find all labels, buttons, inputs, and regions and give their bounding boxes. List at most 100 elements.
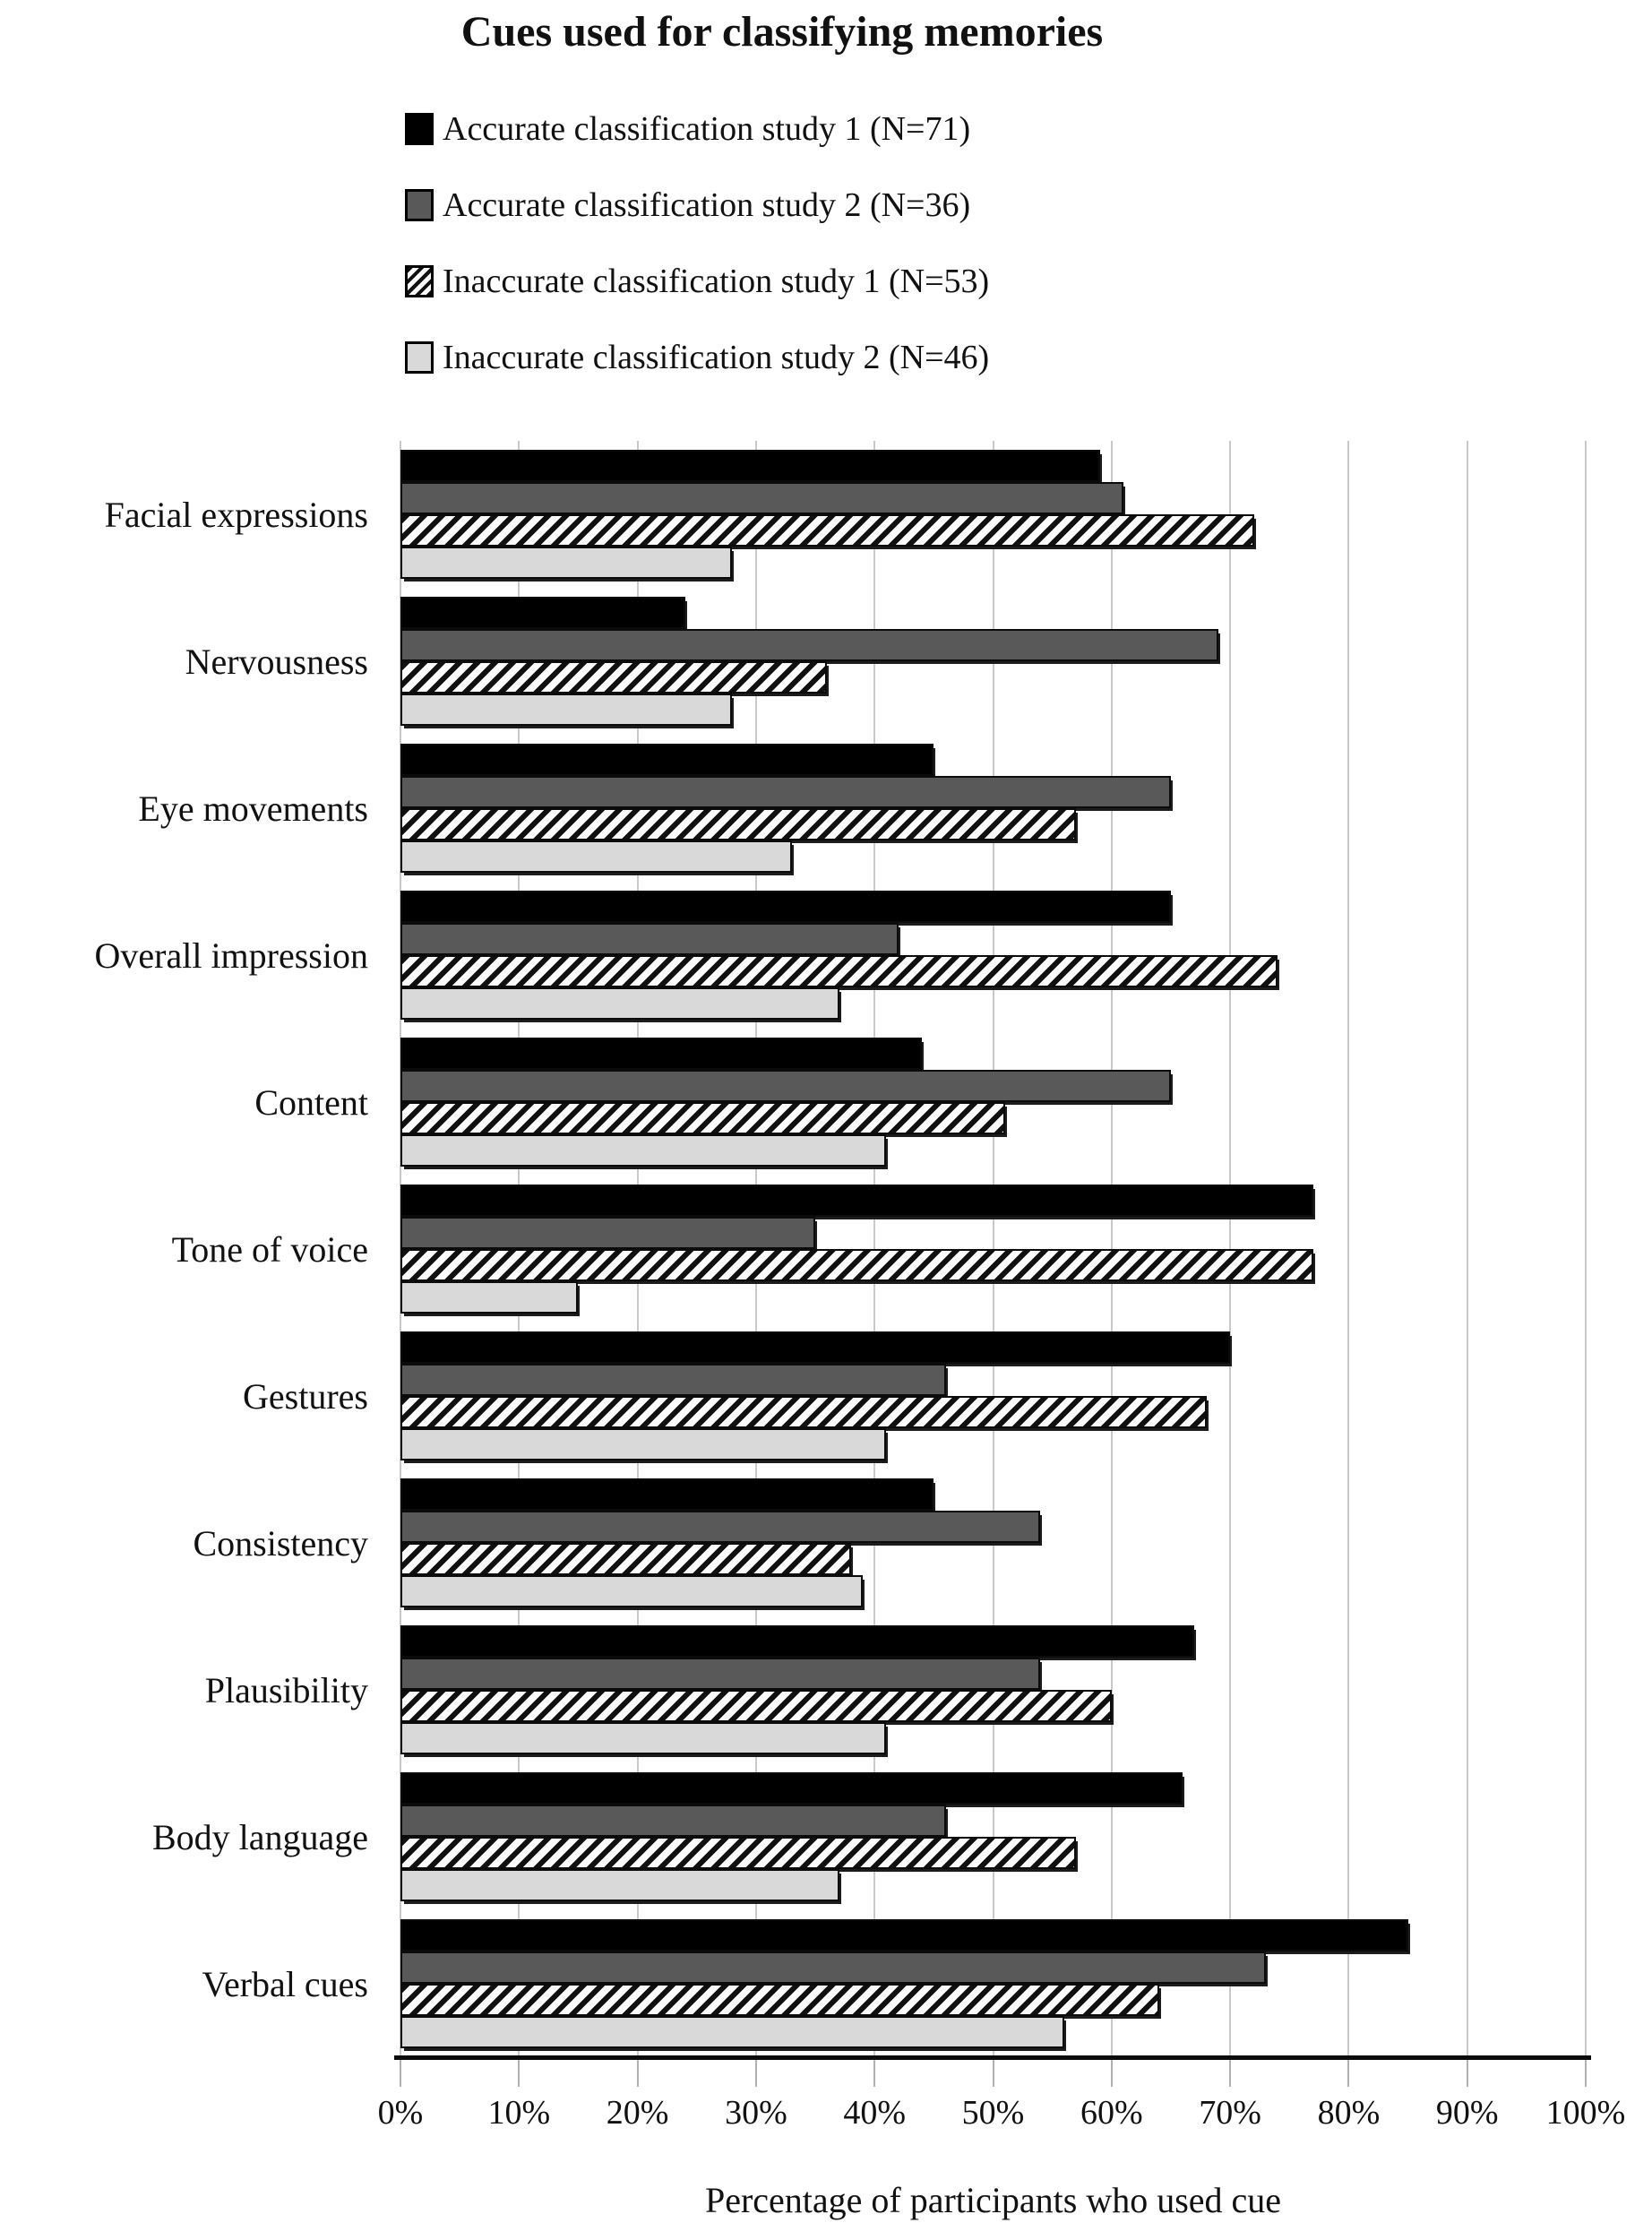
category-label: Tone of voice (171, 1228, 368, 1270)
x-tick-label-100%: 100% (1545, 2094, 1626, 2132)
category-label: Gestures (243, 1375, 368, 1417)
x-tick-50% (992, 2060, 994, 2087)
bar-series-4 (400, 1134, 887, 1167)
x-tick-labels: 0% 10% 20% 30% 40% 50% 60% 70% 80% 90% 100% (378, 2093, 1626, 2141)
bar-group-11 (400, 1910, 1586, 2057)
x-tick-label-10%: 10% (487, 2094, 551, 2132)
bar-group-5 (400, 1029, 1586, 1176)
bar-group-4 (400, 882, 1586, 1029)
x-tick-20% (636, 2060, 639, 2087)
category-label: Content (254, 1081, 368, 1123)
bar-series-4 (400, 840, 792, 873)
bar-series-2 (400, 1364, 946, 1396)
bar-series-3 (400, 1837, 1077, 1869)
bar-group-9 (400, 1616, 1586, 1763)
bar-series-2 (400, 1658, 1041, 1690)
bar-series-3 (400, 1690, 1112, 1722)
legend-swatch-1 (405, 113, 434, 145)
x-axis-line (394, 2055, 1591, 2060)
plot-area (400, 441, 1587, 2057)
bar-series-1 (400, 1625, 1195, 1658)
bar-rows (400, 441, 1586, 2057)
legend-item-2: Accurate classification study 2 (N=36) (405, 182, 989, 228)
bar-group-2 (400, 588, 1586, 735)
category-label: Overall impression (94, 935, 369, 976)
bar-series-3 (400, 1984, 1159, 2016)
category-label: Eye movements (138, 788, 368, 829)
x-tick-label-50%: 50% (961, 2094, 1025, 2132)
x-axis-ticks (400, 2060, 1587, 2089)
bar-series-1 (400, 1919, 1408, 1951)
bar-series-2 (400, 482, 1124, 514)
x-tick-label-0%: 0% (377, 2094, 424, 2132)
bar-series-1 (400, 1772, 1183, 1805)
category-label: Verbal cues (202, 1963, 368, 2004)
x-axis-title: Percentage of participants who used cue (704, 2180, 1282, 2220)
bar-series-4 (400, 987, 839, 1020)
legend-label-3: Inaccurate classification study 1 (N=53) (443, 263, 990, 300)
bar-series-2 (400, 1217, 816, 1249)
category-label: Facial expressions (104, 494, 368, 535)
x-tick-100% (1585, 2060, 1587, 2087)
bar-series-2 (400, 1951, 1266, 1984)
legend-swatch-2 (405, 189, 434, 221)
bar-series-4 (400, 694, 733, 726)
bar-group-7 (400, 1322, 1586, 1469)
bar-series-4 (400, 1722, 887, 1754)
legend-label-2: Accurate classification study 2 (N=36) (443, 186, 971, 224)
bar-series-1 (400, 1185, 1313, 1217)
bar-series-3 (400, 1102, 1005, 1134)
bar-series-1 (400, 450, 1100, 482)
bar-group-10 (400, 1763, 1586, 1910)
x-tick-label-20%: 20% (606, 2094, 669, 2132)
gridline-90% (1466, 441, 1468, 2057)
bar-group-6 (400, 1176, 1586, 1322)
legend-label-4: Inaccurate classification study 2 (N=46) (443, 339, 990, 376)
x-tick-80% (1347, 2060, 1350, 2087)
bar-series-1 (400, 891, 1171, 923)
legend-item-1: Accurate classification study 1 (N=71) (405, 106, 989, 152)
bar-group-3 (400, 735, 1586, 882)
bar-series-2 (400, 1805, 946, 1837)
bar-series-4 (400, 1869, 839, 1901)
bar-series-2 (400, 629, 1218, 661)
category-label: Body language (151, 1816, 368, 1857)
gridline-100% (1585, 441, 1587, 2057)
bar-series-2 (400, 1511, 1041, 1543)
x-tick-0% (400, 2060, 401, 2087)
bar-series-1 (400, 1038, 923, 1070)
bar-series-4 (400, 2016, 1064, 2048)
bar-series-2 (400, 776, 1171, 808)
bar-series-3 (400, 955, 1278, 987)
x-tick-label-60%: 60% (1080, 2094, 1143, 2132)
bar-series-2 (400, 1070, 1171, 1102)
x-tick-70% (1229, 2060, 1232, 2087)
bar-series-1 (400, 1478, 934, 1511)
legend-item-4: Inaccurate classification study 2 (N=46) (405, 334, 989, 381)
bar-series-1 (400, 597, 685, 629)
gridline-80% (1347, 441, 1350, 2057)
bar-series-4 (400, 1281, 579, 1314)
x-tick-label-70%: 70% (1199, 2094, 1261, 2132)
x-tick-30% (754, 2060, 757, 2087)
legend: Accurate classification study 1 (N=71) Ac… (405, 106, 989, 410)
x-tick-60% (1110, 2060, 1113, 2087)
x-tick-label-40%: 40% (843, 2094, 907, 2132)
bar-group-1 (400, 441, 1586, 588)
bar-series-4 (400, 1575, 863, 1607)
bar-series-4 (400, 547, 733, 579)
bar-series-4 (400, 1428, 887, 1460)
x-tick-40% (873, 2060, 876, 2087)
chart-title: Cues used for classifying memories (460, 8, 1104, 56)
category-label: Nervousness (185, 641, 368, 682)
bar-series-3 (400, 1249, 1313, 1281)
category-labels: Facial expressions Nervousness Eye movemen… (0, 441, 381, 2057)
x-tick-label-30%: 30% (725, 2094, 787, 2132)
bar-series-3 (400, 1396, 1207, 1428)
bar-group-8 (400, 1469, 1586, 1616)
x-tick-label-90%: 90% (1435, 2094, 1499, 2132)
bar-series-3 (400, 1543, 851, 1575)
bar-series-3 (400, 808, 1077, 840)
bar-series-2 (400, 923, 899, 955)
